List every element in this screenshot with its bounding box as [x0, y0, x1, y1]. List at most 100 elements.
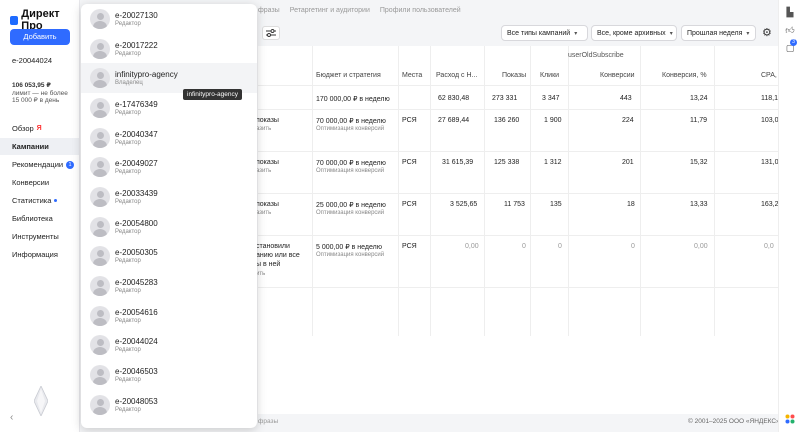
balance-limit-line2: 15 000 ₽ в день [12, 97, 60, 104]
column-divider [640, 46, 641, 336]
sidebar-item-info[interactable]: Информация [0, 246, 79, 263]
notifications-icon[interactable]: 3 ▢ [784, 39, 797, 54]
new-dot-icon [54, 199, 58, 202]
col-places[interactable]: Места [402, 72, 423, 79]
cell-cpa: 131,0 [761, 159, 779, 166]
sidebar-item-campaigns[interactable]: Кампании [0, 138, 79, 155]
cell-clicks: 135 [550, 201, 562, 208]
account-item[interactable]: e-20017222 Редактор [81, 34, 257, 64]
cell-cpa: 118,1 [761, 95, 778, 102]
cell-clicks: 3 347 [542, 95, 560, 102]
cell-strategy: Оптимизация конверсий [316, 126, 385, 132]
select-value: Прошлая неделя [687, 29, 743, 37]
campaign-types-select[interactable]: Все типы кампаний ▾ [501, 25, 588, 41]
col-conv-rate[interactable]: Конверсия, % [662, 72, 707, 79]
thumbs-up-icon[interactable]: 👍︎ [785, 25, 795, 35]
cell-strategy: Оптимизация конверсий [316, 252, 385, 258]
account-item[interactable]: e-20044024 Редактор [81, 331, 257, 361]
cell-campaign-name-line2: анию или все [256, 252, 300, 259]
sidebar-item-tools[interactable]: Инструменты [0, 228, 79, 245]
account-role: Владелец [115, 80, 143, 87]
cell-conversions: 18 [627, 201, 635, 208]
tab-user-profiles[interactable]: Профили пользователей [379, 6, 461, 14]
cell-clicks: 0 [558, 243, 562, 250]
col-cpa[interactable]: CPA, [761, 72, 777, 79]
account-item[interactable]: e-20049027 Редактор [81, 152, 257, 182]
account-item[interactable]: e-20046503 Редактор [81, 360, 257, 390]
sidebar-item-library[interactable]: Библиотека [0, 210, 79, 227]
cell-campaign-name[interactable]: становили [256, 243, 290, 250]
cell-conv-rate: 11,79 [690, 117, 707, 124]
cell-campaign-action[interactable]: азить [256, 126, 272, 132]
cell-clicks: 1 900 [544, 117, 562, 124]
account-role: Редактор [115, 109, 141, 116]
period-select[interactable]: Прошлая неделя ▾ [681, 25, 756, 41]
account-item[interactable]: e-20054800 Редактор [81, 212, 257, 242]
cell-spend: 27 689,44 [438, 117, 470, 124]
account-item[interactable]: e-20040347 Редактор [81, 123, 257, 153]
sidebar-item-recommendations[interactable]: Рекомендации 1 [0, 156, 79, 173]
col-clicks[interactable]: Клики [540, 72, 560, 79]
sidebar-item-conversions[interactable]: Конверсии [0, 174, 79, 191]
notification-count-badge: 3 [790, 39, 797, 46]
cell-campaign-name[interactable]: показы [256, 159, 279, 166]
account-tooltip: infinitypro-agency [183, 89, 242, 100]
column-divider [312, 46, 313, 336]
cell-conv-rate: 13,24 [690, 95, 708, 102]
archive-filter-select[interactable]: Все, кроме архивных ▾ [591, 25, 677, 41]
account-item[interactable]: e-20050305 Редактор [81, 242, 257, 272]
col-spend[interactable]: Расход с Н... [436, 72, 478, 79]
chart-icon[interactable]: ▙ [786, 7, 794, 17]
cell-campaign-action[interactable]: азить [256, 210, 272, 216]
account-name: e-20017222 [115, 40, 158, 50]
account-item[interactable]: e-20048053 Редактор [81, 390, 257, 420]
avatar [90, 8, 110, 29]
account-login[interactable]: e-20044024 [12, 56, 53, 65]
avatar [90, 97, 110, 118]
select-value: Все типы кампаний [507, 29, 571, 37]
tab-phrases[interactable]: фразы [258, 6, 280, 14]
collapse-sidebar-icon[interactable]: ‹ [10, 412, 14, 423]
goal-group-header: userOldSubscribe [568, 52, 624, 59]
cell-strategy: Оптимизация конверсий [316, 168, 385, 174]
cell-budget: 70 000,00 ₽ в неделю [316, 160, 386, 167]
filter-settings-button[interactable] [262, 26, 280, 40]
col-impressions[interactable]: Показы [502, 72, 527, 79]
account-name: e-20049027 [115, 159, 158, 169]
balance-limit-line1: лимит — не более [12, 89, 68, 97]
account-name: e-20046503 [115, 367, 158, 377]
sidebar-item-statistics[interactable]: Статистика [0, 192, 79, 209]
add-button[interactable]: Добавить [10, 29, 70, 45]
gear-icon[interactable]: ⚙ [762, 27, 772, 39]
col-conversions[interactable]: Конверсии [600, 72, 635, 79]
account-role: Редактор [115, 20, 141, 27]
cell-campaign-name[interactable]: показы [256, 201, 279, 208]
account-item[interactable]: e-20033439 Редактор [81, 182, 257, 212]
account-role: Редактор [115, 169, 141, 176]
col-budget[interactable]: Бюджет и стратегия [316, 72, 381, 79]
sidebar-item-overview[interactable]: Обзор Я [0, 120, 79, 137]
cell-campaign-action[interactable]: азить [256, 168, 272, 174]
account-item[interactable]: e-20027130 Редактор [81, 4, 257, 34]
account-switcher-dropdown: e-20027130 Редактор e-20017222 Редактор in… [81, 4, 257, 428]
tab-retargeting[interactable]: Ретаргетинг и аудитории [289, 6, 370, 14]
count-badge: 1 [66, 160, 75, 169]
account-role: Редактор [115, 377, 141, 384]
table-row: показы азить 70 000,00 ₽ в неделю Оптими… [256, 152, 779, 194]
account-item[interactable]: e-20054616 Редактор [81, 301, 257, 331]
apps-icon[interactable] [784, 414, 796, 426]
account-item[interactable]: infinitypro-agency Владелец [81, 63, 257, 94]
sidebar-nav: Обзор Я Кампании Рекомендации 1 Конверси… [0, 120, 79, 264]
avatar [90, 216, 110, 237]
balance-amount: 106 053,95 ₽ [12, 82, 51, 89]
account-role: Редактор [115, 347, 141, 354]
cell-conversions: 0 [631, 243, 635, 250]
cell-campaign-name[interactable]: показы [256, 117, 279, 124]
account-item[interactable]: e-20045283 Редактор [81, 271, 257, 301]
avatar [90, 68, 110, 89]
cell-campaign-action[interactable]: ить [256, 271, 266, 277]
account-item[interactable]: e-17476349 Редактор [81, 93, 257, 123]
crystal-icon [34, 386, 48, 416]
column-divider [430, 46, 431, 336]
cell-impressions: 136 260 [494, 117, 520, 124]
